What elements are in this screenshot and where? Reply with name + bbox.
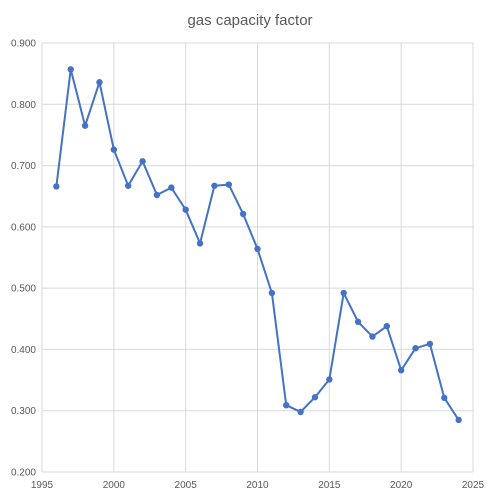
data-point — [283, 401, 290, 409]
data-point — [426, 340, 434, 348]
data-point — [340, 289, 347, 297]
chart-title: gas capacity factor — [187, 12, 312, 29]
x-tick-label: 2025 — [462, 480, 485, 491]
data-point — [168, 184, 175, 191]
data-point — [139, 158, 146, 165]
x-tick-label: 2010 — [246, 480, 269, 491]
data-point — [225, 181, 232, 188]
data-point — [110, 146, 118, 153]
data-point — [441, 394, 448, 402]
x-tick-label: 2015 — [318, 480, 341, 491]
y-tick-label: 0.400 — [11, 345, 36, 356]
y-tick-label: 0.900 — [11, 39, 36, 50]
y-tick-label: 0.700 — [11, 161, 36, 172]
data-point — [311, 394, 319, 401]
data-point — [297, 408, 304, 416]
data-point — [326, 376, 333, 383]
data-point — [53, 183, 60, 190]
data-point — [125, 182, 132, 189]
y-tick-label: 0.300 — [11, 406, 36, 417]
x-axis-ticks: 1995 2000 2005 2010 2015 2020 2025 — [31, 480, 485, 491]
data-point — [383, 322, 390, 330]
data-point — [239, 210, 247, 218]
x-tick-label: 2005 — [175, 480, 198, 491]
data-point — [96, 79, 103, 86]
data-point — [211, 182, 218, 189]
data-point — [153, 191, 161, 199]
y-tick-label: 0.800 — [11, 100, 36, 111]
data-point — [397, 367, 405, 374]
y-tick-label: 0.500 — [11, 284, 36, 295]
x-tick-label: 1995 — [31, 480, 54, 491]
data-point — [268, 289, 276, 297]
x-tick-label: 2000 — [103, 480, 126, 491]
data-series — [53, 66, 462, 424]
data-point — [182, 206, 189, 213]
y-tick-label: 0.200 — [11, 468, 36, 479]
data-point — [67, 66, 74, 73]
data-point — [354, 318, 362, 326]
data-point — [196, 240, 204, 247]
y-tick-label: 0.600 — [11, 222, 36, 233]
data-point — [412, 345, 419, 352]
x-tick-label: 2020 — [390, 480, 413, 491]
data-point — [369, 333, 376, 340]
data-point — [81, 122, 89, 129]
data-point — [254, 245, 261, 253]
data-point — [455, 416, 462, 424]
gridlines — [41, 42, 474, 473]
y-axis-ticks: 0.200 0.300 0.400 0.500 0.600 0.700 0.800 0.900 — [11, 39, 36, 479]
